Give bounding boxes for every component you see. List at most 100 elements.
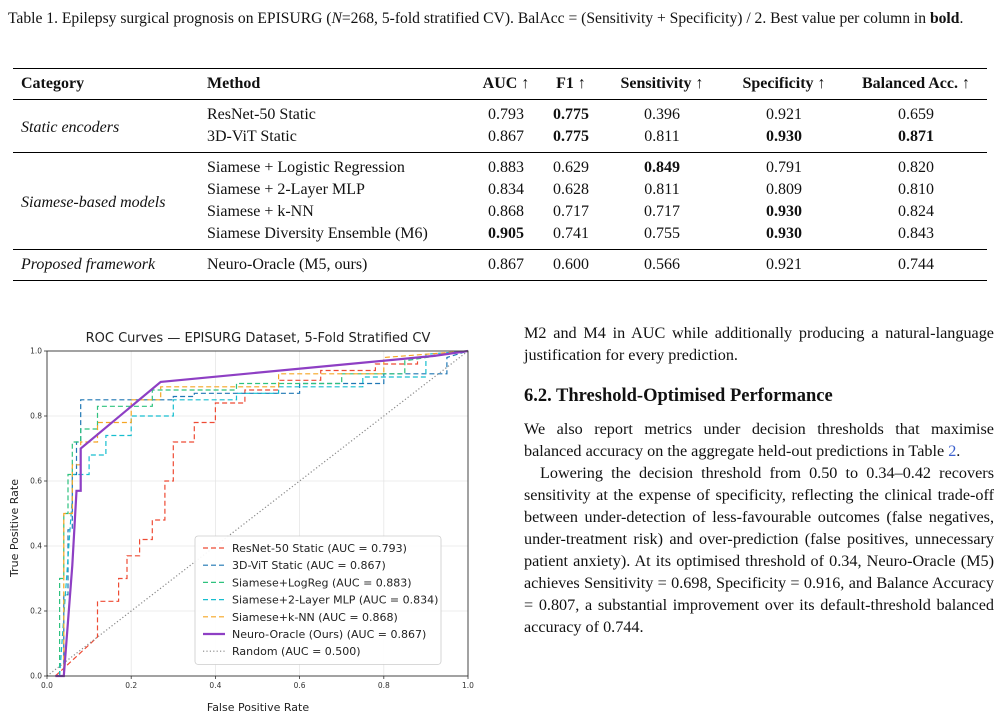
- table-row: Static encoders ResNet-50 Static 0.793 0.77…: [13, 100, 987, 136]
- value-cell: 0.921: [766, 106, 802, 123]
- x-axis-label: False Positive Rate: [207, 701, 309, 714]
- table-group: Proposed framework Neuro-Oracle (M5, ours…: [13, 250, 987, 281]
- value-cell: 0.566: [644, 256, 680, 273]
- y-tick-label: 0.0: [30, 672, 42, 681]
- section-heading: 6.2. Threshold-Optimised Performance: [524, 386, 833, 406]
- y-tick-label: 0.6: [30, 477, 42, 486]
- legend-label: Siamese+k-NN (AUC = 0.868): [232, 611, 398, 624]
- chart-title: ROC Curves — EPISURG Dataset, 5-Fold Str…: [86, 331, 431, 346]
- method-cell: Neuro-Oracle (M5, ours): [207, 256, 368, 273]
- y-axis-label: True Positive Rate: [8, 479, 21, 578]
- value-cell: 0.867: [488, 256, 524, 273]
- legend-label: Siamese+LogReg (AUC = 0.883): [232, 576, 412, 589]
- legend-label: ResNet-50 Static (AUC = 0.793): [232, 542, 407, 555]
- body-text-column: M2 and M4 in AUC while additionally prod…: [524, 322, 994, 638]
- value-cell: 0.930: [766, 203, 802, 220]
- value-cell: 0.744: [898, 256, 934, 273]
- method-cell: 3D-ViT Static: [207, 128, 297, 145]
- roc-series-line: [46, 350, 469, 677]
- value-cell: 0.628: [553, 181, 589, 198]
- plot-frame: [46, 350, 469, 677]
- value-cell: 0.775: [553, 106, 589, 123]
- table-row: Siamese Diversity Ensemble (M6) 0.905 0.74…: [13, 223, 987, 250]
- roc-figure: ROC Curves — EPISURG Dataset, 5-Fold Str…: [0, 318, 490, 716]
- value-cell: 0.717: [644, 203, 680, 220]
- x-tick-label: 0.4: [209, 681, 221, 690]
- y-tick-label: 1.0: [30, 347, 42, 356]
- value-cell: 0.810: [898, 181, 934, 198]
- table-group: Siamese-based models Siamese + Logistic R…: [13, 153, 987, 250]
- roc-chart: ROC Curves — EPISURG Dataset, 5-Fold Str…: [8, 331, 474, 714]
- legend-label: Random (AUC = 0.500): [232, 645, 361, 658]
- value-cell: 0.883: [488, 159, 524, 176]
- caption-n-var: N: [331, 10, 342, 27]
- x-tick-label: 1.0: [462, 681, 474, 690]
- value-cell: 0.868: [488, 203, 524, 220]
- roc-series-line: [59, 350, 469, 677]
- roc-series-line: [55, 350, 469, 677]
- value-cell: 0.824: [898, 203, 934, 220]
- value-cell: 0.629: [553, 159, 589, 176]
- table-caption: Table 1. Epilepsy surgical prognosis on …: [8, 8, 998, 30]
- category-cell: Siamese-based models: [21, 194, 166, 211]
- value-cell: 0.775: [553, 128, 589, 145]
- table-ref-link[interactable]: 2: [948, 442, 957, 460]
- value-cell: 0.871: [898, 128, 934, 145]
- roc-series-line: [55, 349, 469, 678]
- value-cell: 0.867: [488, 128, 524, 145]
- paragraph-continuation: M2 and M4 in AUC while additionally prod…: [524, 324, 994, 364]
- paragraph-thresholds-end: .: [956, 442, 961, 460]
- x-tick-label: 0.2: [125, 681, 137, 690]
- value-cell: 0.811: [644, 181, 680, 198]
- header-f1: F1 ↑: [556, 75, 586, 92]
- table-row: Siamese + k-NN 0.868 0.717 0.717 0.930 0.824: [13, 201, 987, 223]
- method-cell: Siamese + k-NN: [207, 203, 314, 220]
- value-cell: 0.809: [766, 181, 802, 198]
- header-auc: AUC ↑: [482, 75, 530, 92]
- method-cell: Siamese + 2-Layer MLP: [207, 181, 365, 198]
- value-cell: 0.930: [766, 128, 802, 145]
- value-cell: 0.791: [766, 159, 802, 176]
- x-tick-label: 0.6: [294, 681, 306, 690]
- results-table: Category Method AUC ↑ F1 ↑ Sensitivity ↑…: [13, 68, 987, 281]
- value-cell: 0.811: [644, 128, 680, 145]
- table-header-row: Category Method AUC ↑ F1 ↑ Sensitivity ↑…: [13, 68, 987, 100]
- legend-label: Neuro-Oracle (Ours) (AUC = 0.867): [232, 628, 426, 641]
- header-balanced-acc: Balanced Acc. ↑: [862, 75, 970, 92]
- value-cell: 0.843: [898, 225, 934, 242]
- table-row: Proposed framework Neuro-Oracle (M5, ours…: [13, 250, 987, 281]
- paragraph-thresholds-text: We also report metrics under decision th…: [524, 420, 994, 460]
- method-cell: ResNet-50 Static: [207, 106, 316, 123]
- value-cell: 0.396: [644, 106, 680, 123]
- paragraph-tradeoff: Lowering the decision threshold from 0.5…: [524, 464, 994, 636]
- category-cell: Proposed framework: [21, 256, 156, 273]
- value-cell: 0.921: [766, 256, 802, 273]
- value-cell: 0.834: [488, 181, 524, 198]
- value-cell: 0.930: [766, 225, 802, 242]
- caption-end: .: [959, 10, 964, 27]
- table-row: Siamese + 2-Layer MLP 0.834 0.628 0.811 0.80…: [13, 179, 987, 201]
- table-row: Siamese-based models Siamese + Logistic R…: [13, 153, 987, 211]
- y-tick-label: 0.8: [30, 412, 42, 421]
- table-row: 3D-ViT Static 0.867 0.775 0.811 0.930 0.871: [13, 126, 987, 153]
- value-cell: 0.820: [898, 159, 934, 176]
- category-cell: Static encoders: [21, 119, 120, 136]
- x-tick-label: 0.8: [378, 681, 390, 690]
- y-tick-label: 0.2: [30, 607, 42, 616]
- value-cell: 0.659: [898, 106, 934, 123]
- header-sensitivity: Sensitivity ↑: [620, 75, 704, 92]
- caption-middle: =268, 5-fold stratified CV). BalAcc = (S…: [341, 10, 930, 27]
- method-cell: Siamese Diversity Ensemble (M6): [207, 225, 428, 242]
- caption-bold-word: bold: [929, 10, 960, 27]
- chart-legend: [194, 535, 442, 665]
- value-cell: 0.905: [488, 225, 524, 242]
- value-cell: 0.793: [488, 106, 524, 123]
- value-cell: 0.717: [553, 203, 589, 220]
- legend-label: Siamese+2-Layer MLP (AUC = 0.834): [232, 594, 438, 607]
- value-cell: 0.755: [644, 225, 680, 242]
- roc-series-line: [54, 350, 469, 677]
- header-specificity: Specificity ↑: [742, 75, 826, 92]
- caption-prefix: Table 1. Epilepsy surgical prognosis on …: [8, 10, 332, 27]
- table-group: Static encoders ResNet-50 Static 0.793 0.77…: [13, 100, 987, 153]
- x-tick-label: 0.0: [41, 681, 53, 690]
